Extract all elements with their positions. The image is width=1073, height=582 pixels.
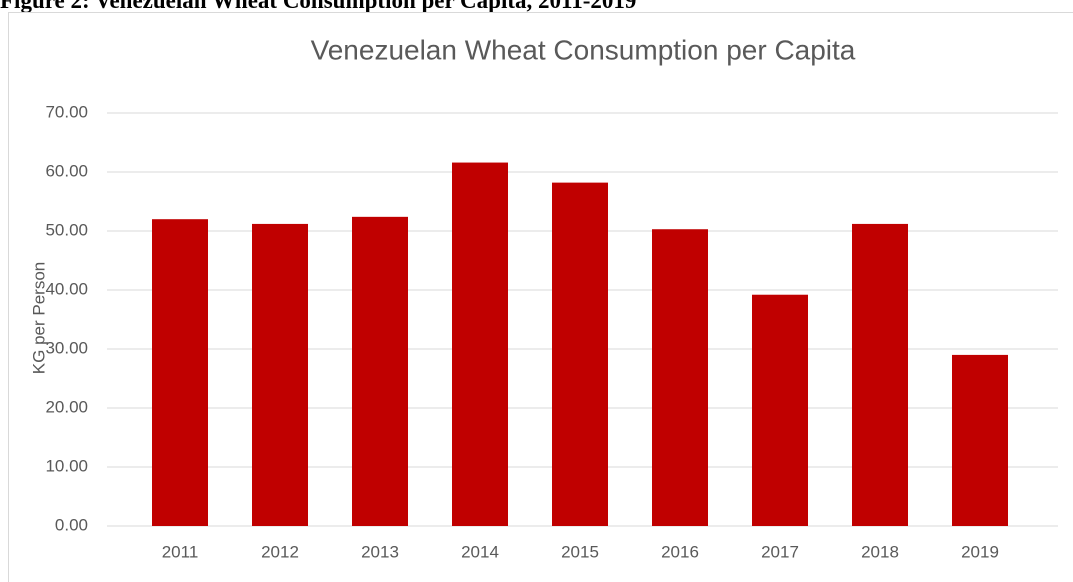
x-tick-label: 2014 [461, 542, 499, 561]
y-axis-label: KG per Person [29, 262, 48, 374]
bar [552, 182, 608, 526]
bar [652, 229, 708, 527]
figure-caption: Figure 2: Venezuelan Wheat Consumption p… [0, 0, 636, 13]
bar [952, 354, 1008, 526]
bar [452, 162, 508, 526]
y-tick-label: 50.00 [45, 220, 88, 239]
chart-border [8, 12, 1073, 582]
y-tick-label: 10.00 [45, 456, 88, 475]
y-tick-label: 20.00 [45, 397, 88, 416]
bar [252, 223, 308, 527]
y-tick-label: 40.00 [45, 279, 88, 298]
x-tick-label: 2017 [761, 542, 799, 561]
x-tick-label: 2011 [162, 542, 199, 561]
x-tick-label: 2019 [961, 542, 999, 561]
x-tick-label: 2018 [861, 542, 899, 561]
x-tick-label: 2016 [661, 542, 699, 561]
y-tick-label: 70.00 [45, 102, 88, 121]
y-tick-label: 30.00 [45, 338, 88, 357]
bar [152, 219, 208, 526]
x-tick-label: 2013 [361, 542, 399, 561]
bar [752, 294, 808, 526]
x-tick-label: 2015 [561, 542, 599, 561]
y-tick-label: 60.00 [45, 161, 88, 180]
y-tick-label: 0.00 [55, 515, 88, 534]
bar [852, 223, 908, 527]
bar [352, 216, 408, 526]
x-tick-label: 2012 [261, 542, 299, 561]
chart-title: Venezuelan Wheat Consumption per Capita [311, 34, 856, 65]
